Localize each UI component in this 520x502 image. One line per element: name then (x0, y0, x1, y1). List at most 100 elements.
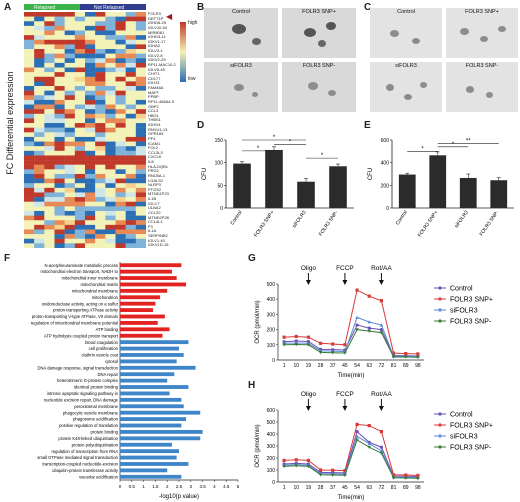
heatmap-cell (115, 127, 126, 133)
injection-label: Oligo (301, 391, 317, 398)
heatmap-cell (95, 67, 106, 73)
x-tick-label: 10 (293, 485, 299, 491)
go-term-label: mitochondrial membrane (72, 288, 119, 293)
significance-star: * (321, 153, 324, 159)
heatmap-cell (105, 113, 116, 119)
heatmap-cell (135, 104, 146, 110)
heatmap-cell (54, 35, 65, 40)
gene-label: GPR183 (148, 131, 164, 137)
heatmap-cell (54, 81, 65, 87)
heatmap-cell (105, 86, 116, 91)
gene-label: IGHJ3 (148, 80, 160, 86)
heatmap-cell (74, 132, 86, 138)
heatmap-cell (24, 123, 35, 128)
go-term-bar (120, 455, 177, 460)
go-term-label: small GTPase mediated signal transductio… (37, 455, 118, 460)
heatmap-cell (135, 25, 146, 31)
heatmap-cell (34, 99, 45, 105)
significance-star: * (273, 135, 276, 141)
heatmap-cell (135, 35, 146, 40)
gene-label: CCL20 (148, 209, 161, 215)
heatmap-cell (105, 127, 116, 133)
heatmap-cell (74, 243, 86, 248)
go-term-bar (120, 308, 154, 313)
legend-label: FOLR3 SNP- (450, 319, 492, 326)
x-tick-label: FOLR3 SNP- (479, 209, 501, 237)
significance-star: * (257, 146, 260, 152)
heatmap-cell (135, 58, 146, 64)
heatmap-cell (85, 224, 96, 230)
heatmap-cell (125, 210, 137, 216)
data-point (416, 352, 420, 356)
go-term-bar (120, 276, 177, 280)
y-tick-label: 400 (381, 161, 390, 167)
x-tick-label: 1 (283, 363, 286, 369)
heatmap-cell (34, 169, 45, 175)
heatmap-cell (54, 197, 65, 202)
gene-label: GBP2 (148, 103, 159, 109)
heatmap-cell (74, 164, 86, 170)
heatmap-cell (135, 169, 146, 175)
heatmap-cell (85, 150, 96, 156)
heatmap-cell (34, 141, 45, 147)
heatmap-cell (64, 164, 76, 170)
go-term-label: protein binding (91, 430, 119, 435)
go-term-label: protein polyubiquitination (72, 442, 119, 447)
heatmap-cell (64, 136, 76, 142)
gene-label: CHIT1 (148, 71, 160, 77)
significance-star: * (421, 146, 424, 152)
heatmap-cell (115, 206, 126, 212)
heatmap-cell (135, 141, 146, 147)
heatmap-cell (34, 238, 45, 244)
heatmap-cell (115, 113, 126, 119)
data-point (416, 477, 420, 481)
heatmap-cell (54, 141, 65, 147)
heatmap-cell (125, 72, 137, 77)
x-axis-label: Time(min) (338, 373, 365, 379)
go-term-bar (120, 295, 161, 300)
heatmap-cell (64, 201, 76, 207)
data-point (379, 331, 384, 335)
heatmap-cell (54, 113, 65, 119)
heatmap-cell (64, 72, 76, 77)
heatmap-cell (105, 81, 116, 87)
heatmap-cell (54, 220, 65, 226)
heatmap-cell (135, 123, 146, 128)
heatmap-cell (74, 39, 86, 45)
heatmap-cell (115, 229, 126, 235)
chart-g-ocr: 0 100 200 300 400 500 OCR (pmol/min) 1 10 19 28 37 4… (255, 265, 493, 379)
heatmap-cell (54, 95, 65, 101)
heatmap-cell (115, 16, 126, 22)
heatmap-cell (95, 86, 106, 91)
go-term-label: phagocytic vesicle membrane (63, 410, 119, 415)
heatmap-cell (34, 118, 45, 124)
heatmap-cell (95, 123, 106, 128)
data-point (391, 476, 396, 480)
heatmap-cell (85, 109, 96, 115)
heatmap-cell (54, 90, 65, 96)
data-point (403, 476, 408, 480)
heatmap-cell (74, 49, 86, 54)
arrow-icon: ◀ (166, 12, 173, 21)
go-term-label: positive regulation of translation (59, 423, 119, 428)
x-tick-label: 2 (166, 484, 169, 489)
heatmap-cell (54, 173, 65, 179)
x-tick-label: siFOLR3 (454, 210, 470, 230)
heatmap-cell (105, 123, 116, 128)
heatmap-cell (125, 21, 137, 27)
data-point (294, 458, 298, 462)
photo-b-snp-minus: FOLR3 SNP- (282, 62, 356, 112)
heatmap-cell (95, 25, 106, 31)
heatmap-cell (44, 12, 55, 17)
heatmap-cell (115, 215, 126, 221)
data-point (355, 422, 359, 426)
go-term-bar (120, 378, 168, 383)
heatmap-cell (125, 76, 137, 82)
heatmap-cell (125, 192, 137, 198)
heatmap-cell (125, 118, 137, 124)
heatmap-cell (44, 25, 55, 31)
heatmap-cell (95, 173, 106, 179)
heatmap-cell (54, 109, 65, 115)
x-tick-label: 63 (366, 485, 372, 491)
heatmap-cell (44, 197, 55, 202)
